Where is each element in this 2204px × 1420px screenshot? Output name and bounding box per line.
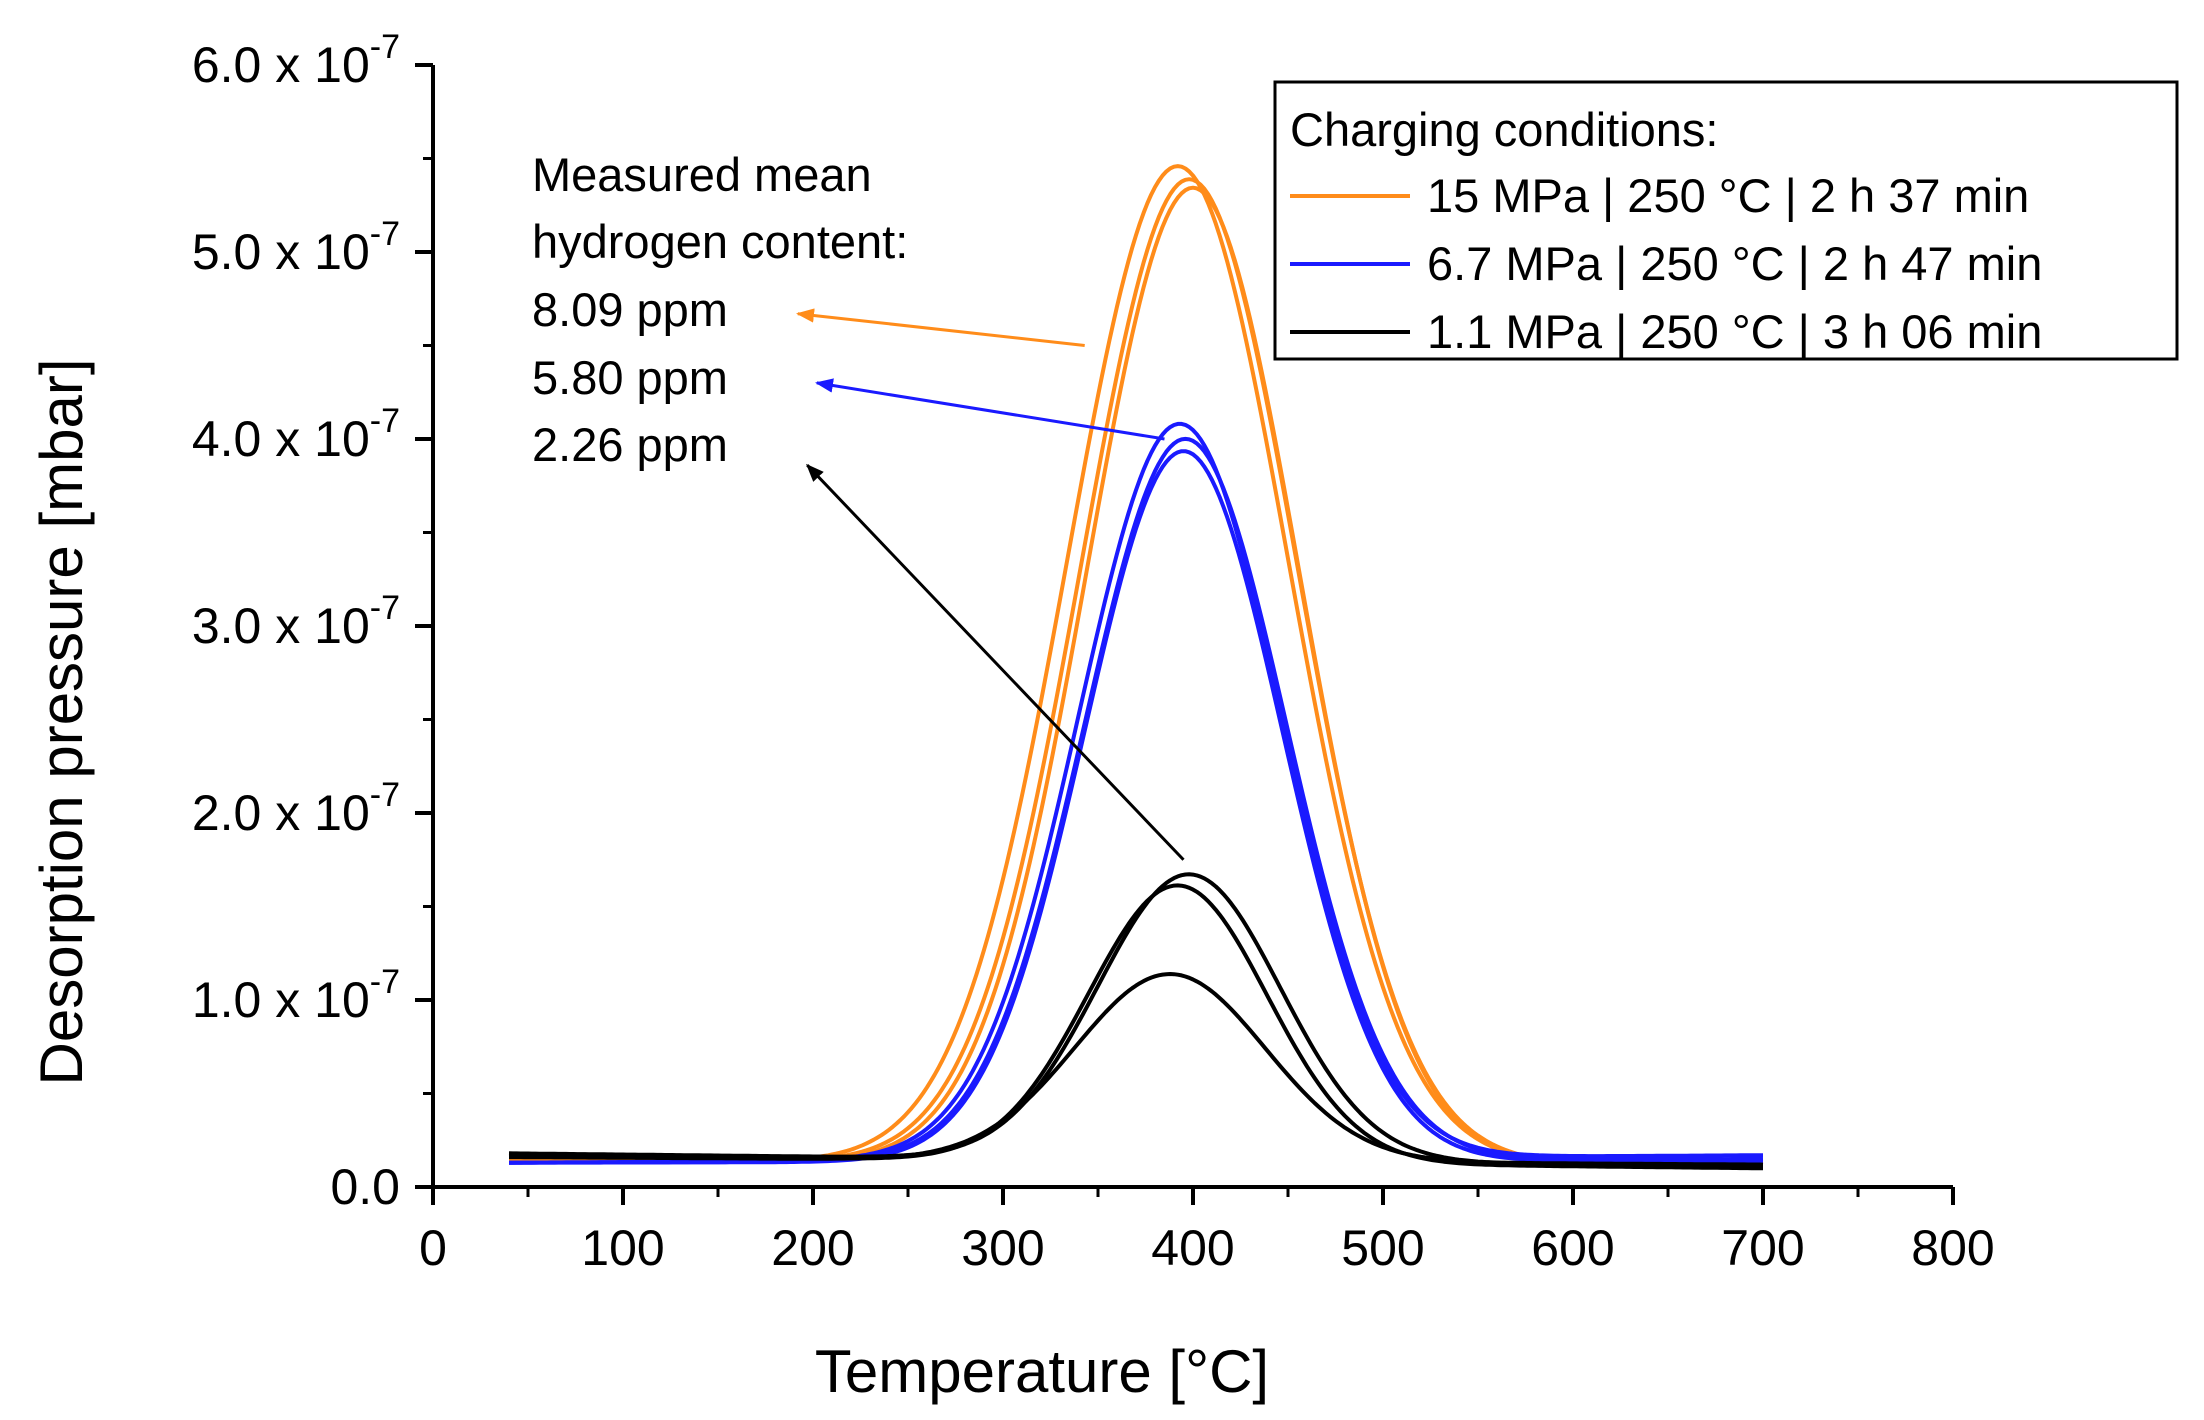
- x-tick-label-0: 0: [419, 1220, 447, 1276]
- y-axis-title: Desorption pressure [mbar]: [28, 359, 95, 1086]
- x-tick-label-400: 400: [1151, 1220, 1234, 1276]
- x-axis-title: Temperature [°C]: [815, 1338, 1269, 1405]
- x-tick-label-800: 800: [1911, 1220, 1994, 1276]
- legend-label-1.1mpa: 1.1 MPa | 250 °C | 3 h 06 min: [1427, 305, 2042, 358]
- y-tick-label-3: 3.0 x 10-7: [192, 589, 400, 654]
- series-line-9: [509, 972, 1764, 1167]
- series-line-5: [509, 436, 1764, 1165]
- x-tick-label-200: 200: [771, 1220, 854, 1276]
- legend-box: [1273, 80, 2179, 361]
- annotation-arrow-3: [806, 463, 1185, 861]
- x-tick-label-600: 600: [1531, 1220, 1614, 1276]
- legend-label-15mpa: 15 MPa | 250 °C | 2 h 37 min: [1427, 169, 2029, 222]
- series-line-8: [509, 883, 1763, 1171]
- annotation-group: Measured mean hydrogen content: 8.09 ppm…: [532, 148, 1185, 861]
- annotation-value-8.09ppm: 8.09 ppm: [532, 283, 728, 336]
- data-series-group: [508, 164, 1764, 1171]
- x-tick-label-100: 100: [581, 1220, 664, 1276]
- y-tick-label-4: 4.0 x 10-7: [192, 402, 400, 467]
- legend-title: Charging conditions:: [1290, 103, 1719, 156]
- axes-group: 0 100 200 300 400 500 600 700 800 0.0 1.0 x 10-7 2.…: [192, 28, 1995, 1276]
- y-tick-label-6: 6.0 x 10-7: [192, 28, 400, 93]
- y-tick-label-5: 5.0 x 10-7: [192, 215, 400, 280]
- annotation-arrow-2: [815, 378, 1165, 441]
- annotation-value-2.26ppm: 2.26 ppm: [532, 418, 728, 471]
- legend-label-6.7mpa: 6.7 MPa | 250 °C | 2 h 47 min: [1427, 237, 2042, 290]
- y-tick-label-0: 0.0: [330, 1159, 400, 1215]
- y-tick-label-2: 2.0 x 10-7: [192, 776, 400, 841]
- annotation-value-5.80ppm: 5.80 ppm: [532, 351, 728, 404]
- series-line-6: [509, 449, 1763, 1165]
- y-tick-label-1: 1.0 x 10-7: [192, 963, 400, 1028]
- x-tick-label-300: 300: [961, 1220, 1044, 1276]
- annotation-arrow-1: [796, 308, 1085, 347]
- legend: Charging conditions: 15 MPa | 250 °C | 2…: [1273, 80, 2179, 361]
- annotation-heading-line2: hydrogen content:: [532, 215, 908, 268]
- x-tick-label-500: 500: [1341, 1220, 1424, 1276]
- x-tick-label-700: 700: [1721, 1220, 1804, 1276]
- annotation-heading-line1: Measured mean: [532, 148, 872, 201]
- series-line-7: [508, 872, 1763, 1169]
